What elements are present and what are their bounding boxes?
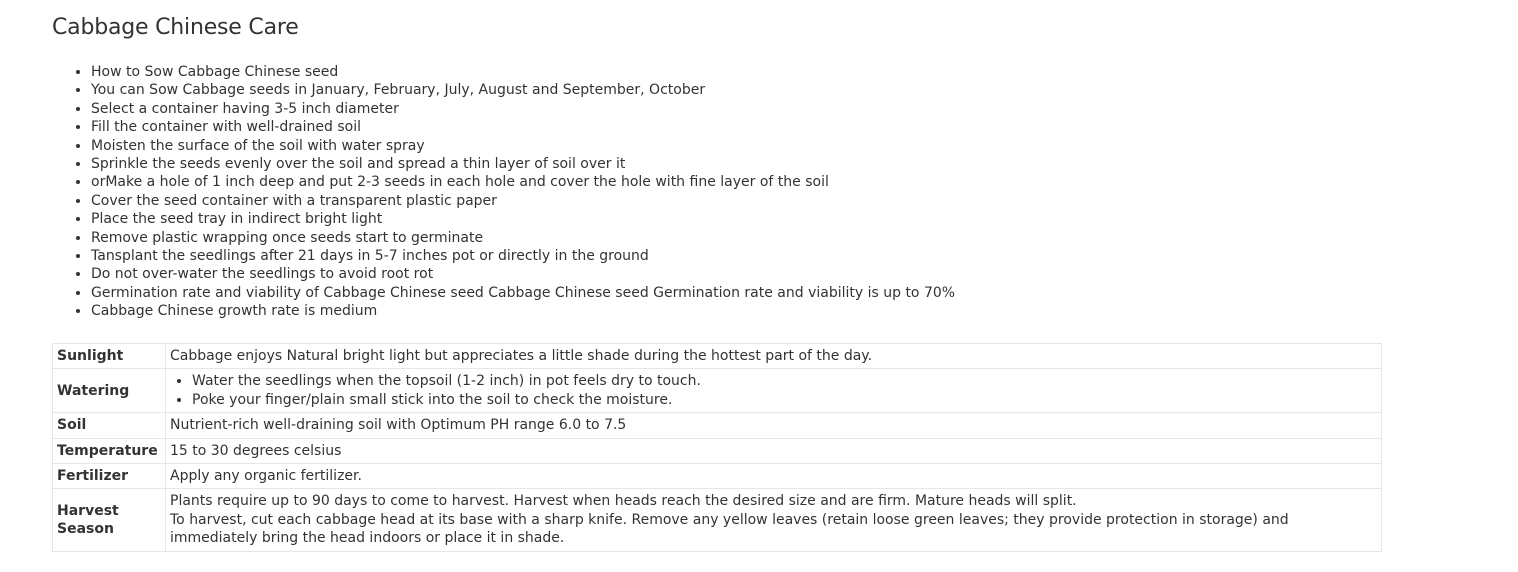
temperature-value: 15 to 30 degrees celsius	[165, 437, 1382, 465]
soil-label: Soil	[52, 412, 166, 439]
harvest-line-2: To harvest, cut each cabbage head at its…	[170, 511, 1289, 547]
table-row-temperature: Temperature 15 to 30 degrees celsius	[52, 437, 1382, 465]
list-item: Cabbage Chinese growth rate is medium	[91, 302, 1382, 320]
table-row-harvest: Harvest Season Plants require up to 90 d…	[52, 488, 1382, 552]
list-item: Germination rate and viability of Cabbag…	[91, 284, 1382, 302]
list-item: Water the seedlings when the topsoil (1-…	[192, 372, 1377, 390]
harvest-season-label: Harvest Season	[52, 488, 166, 552]
list-item: Select a container having 3-5 inch diame…	[91, 100, 1382, 118]
table-row-sunlight: Sunlight Cabbage enjoys Natural bright l…	[52, 342, 1382, 370]
list-item: Place the seed tray in indirect bright l…	[91, 210, 1382, 228]
watering-value: Water the seedlings when the topsoil (1-…	[165, 368, 1382, 414]
table-row-fertilizer: Fertilizer Apply any organic fertilizer.	[52, 463, 1382, 490]
table-row-soil: Soil Nutrient-rich well-draining soil wi…	[52, 412, 1382, 439]
harvest-season-value: Plants require up to 90 days to come to …	[165, 488, 1382, 552]
list-item: Do not over-water the seedlings to avoid…	[91, 265, 1382, 283]
care-article: Cabbage Chinese Care How to Sow Cabbage …	[52, 0, 1382, 552]
sunlight-value: Cabbage enjoys Natural bright light but …	[165, 342, 1382, 370]
fertilizer-label: Fertilizer	[52, 463, 166, 490]
watering-list: Water the seedlings when the topsoil (1-…	[170, 372, 1377, 409]
page-title: Cabbage Chinese Care	[52, 15, 299, 40]
list-item: Fill the container with well-drained soi…	[91, 118, 1382, 136]
care-table: Sunlight Cabbage enjoys Natural bright l…	[52, 342, 1382, 552]
list-item: Cover the seed container with a transpar…	[91, 192, 1382, 210]
list-item: How to Sow Cabbage Chinese seed	[91, 63, 1382, 81]
list-item: Moisten the surface of the soil with wat…	[91, 137, 1382, 155]
fertilizer-value: Apply any organic fertilizer.	[165, 463, 1382, 490]
soil-value: Nutrient-rich well-draining soil with Op…	[165, 412, 1382, 439]
sowing-steps-list: How to Sow Cabbage Chinese seed You can …	[52, 63, 1382, 321]
list-item: You can Sow Cabbage seeds in January, Fe…	[91, 81, 1382, 99]
list-item: Remove plastic wrapping once seeds start…	[91, 229, 1382, 247]
list-item: Poke your finger/plain small stick into …	[192, 391, 1377, 409]
harvest-line-1: Plants require up to 90 days to come to …	[170, 493, 1077, 510]
list-item: orMake a hole of 1 inch deep and put 2-3…	[91, 173, 1382, 191]
list-item: Sprinkle the seeds evenly over the soil …	[91, 155, 1382, 173]
table-row-watering: Watering Water the seedlings when the to…	[52, 368, 1382, 414]
temperature-label: Temperature	[52, 437, 166, 465]
list-item: Tansplant the seedlings after 21 days in…	[91, 247, 1382, 265]
watering-label: Watering	[52, 368, 166, 414]
sunlight-label: Sunlight	[52, 342, 166, 370]
